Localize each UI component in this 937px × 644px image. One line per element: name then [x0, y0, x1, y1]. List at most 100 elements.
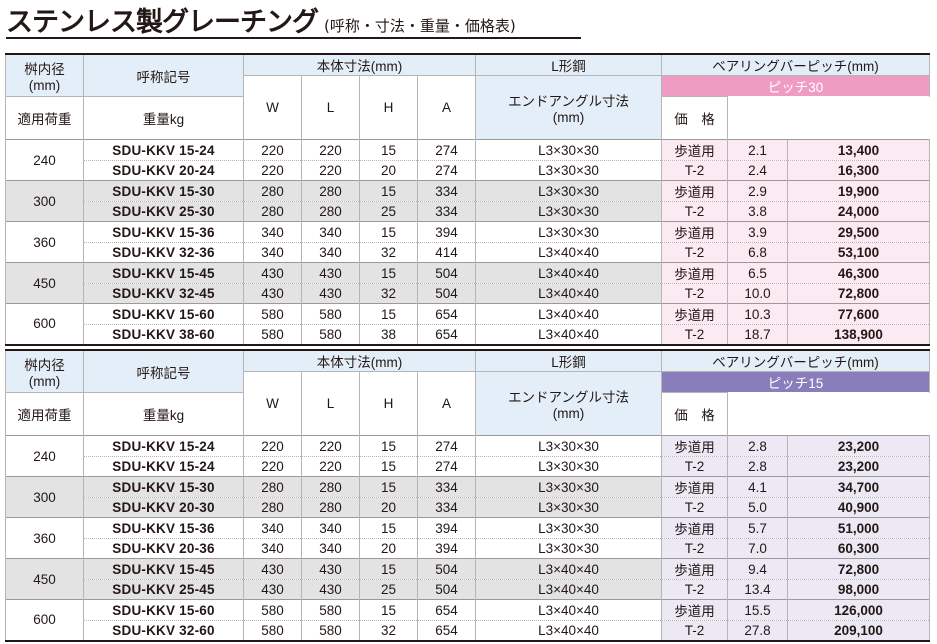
table-row: SDU-KKV 20-36 340 340 20 394 L3×30×30 T-2 7.0 60… — [6, 538, 931, 559]
weight-cell: 27.8 — [727, 620, 789, 641]
weight-cell: 6.8 — [727, 242, 789, 263]
a-cell: 414 — [416, 242, 477, 263]
price-cell: 24,000 — [787, 201, 931, 222]
pit-diameter-cell: 360 — [5, 517, 84, 559]
a-cell: 394 — [416, 221, 477, 243]
code-cell: SDU-KKV 15-60 — [83, 303, 244, 325]
pit-diameter-cell: 300 — [5, 476, 84, 518]
code-cell: SDU-KKV 20-36 — [83, 538, 244, 559]
code-cell: SDU-KKV 20-30 — [83, 497, 244, 518]
load-cell: 歩道用 — [661, 476, 729, 498]
page-title: ステンレス製グレーチング (呼称・寸法・重量・価格表) — [6, 0, 516, 38]
h-cell: 15 — [359, 303, 418, 325]
a-cell: 504 — [416, 558, 477, 580]
price-cell: 34,700 — [787, 476, 931, 498]
code-cell: SDU-KKV 32-36 — [83, 242, 244, 263]
h-cell: 15 — [359, 262, 418, 284]
price-cell: 126,000 — [787, 599, 931, 621]
spec-table-pitch30: 桝内径 (mm) 呼称記号 本体寸法(mm) L形鋼 ベアリングバーピッチ(mm) W L H… — [5, 53, 931, 346]
angle-cell: L3×40×40 — [475, 283, 663, 304]
header-a: A — [416, 371, 477, 436]
weight-cell: 2.8 — [727, 435, 789, 457]
price-cell: 209,100 — [787, 620, 931, 641]
weight-cell: 2.9 — [727, 180, 789, 202]
weight-cell: 6.5 — [727, 262, 789, 284]
code-cell: SDU-KKV 15-36 — [83, 221, 244, 243]
pitch-label: ピッチ15 — [661, 371, 931, 393]
angle-cell: L3×30×30 — [475, 435, 663, 457]
l-cell: 280 — [301, 497, 360, 518]
load-cell: 歩道用 — [661, 180, 729, 202]
header-angle: L形鋼 — [475, 350, 663, 372]
w-cell: 280 — [243, 476, 302, 498]
l-cell: 280 — [301, 201, 360, 222]
table-row: 360 SDU-KKV 15-36 340 340 15 394 L3×30×30 歩道用 3.… — [5, 221, 931, 263]
a-cell: 394 — [416, 517, 477, 539]
a-cell: 334 — [416, 180, 477, 202]
w-cell: 340 — [243, 517, 302, 539]
code-cell: SDU-KKV 38-60 — [83, 324, 244, 345]
a-cell: 654 — [416, 324, 477, 345]
l-cell: 430 — [301, 558, 360, 580]
weight-cell: 18.7 — [727, 324, 789, 345]
l-cell: 340 — [301, 242, 360, 263]
table-row: SDU-KKV 32-60 580 580 32 654 L3×40×40 T-2 27.8 2… — [6, 620, 931, 641]
l-cell: 580 — [301, 620, 360, 641]
angle-cell: L3×30×30 — [475, 180, 663, 202]
l-cell: 220 — [301, 435, 360, 457]
table-row: 600 SDU-KKV 15-60 580 580 15 654 L3×40×40 歩道用 10… — [5, 303, 931, 345]
a-cell: 334 — [416, 497, 477, 518]
a-cell: 274 — [416, 435, 477, 457]
h-cell: 32 — [359, 283, 418, 304]
price-cell: 72,800 — [787, 558, 931, 580]
load-cell: 歩道用 — [661, 599, 729, 621]
pitch-label: ピッチ30 — [661, 75, 931, 97]
table-row: SDU-KKV 20-24 220 220 20 274 L3×30×30 T-2 2.4 16… — [6, 160, 931, 181]
header-price: 価 格 — [661, 392, 729, 436]
angle-cell: L3×30×30 — [475, 139, 663, 161]
angle-cell: L3×30×30 — [475, 456, 663, 477]
code-cell: SDU-KKV 15-30 — [83, 180, 244, 202]
header-load: 適用荷重 — [5, 392, 84, 436]
angle-cell: L3×30×30 — [475, 221, 663, 243]
load-cell: T-2 — [661, 201, 729, 222]
title-sub: (呼称・寸法・重量・価格表) — [324, 17, 516, 35]
w-cell: 580 — [243, 599, 302, 621]
w-cell: 280 — [243, 180, 302, 202]
header-pit-diameter: 桝内径 (mm) — [5, 350, 84, 393]
a-cell: 654 — [416, 599, 477, 621]
h-cell: 25 — [359, 201, 418, 222]
header-w: W — [243, 75, 302, 140]
w-cell: 280 — [243, 201, 302, 222]
pit-diameter-cell: 600 — [5, 599, 84, 641]
h-cell: 15 — [359, 221, 418, 243]
pit-diameter-cell: 450 — [5, 558, 84, 600]
w-cell: 430 — [243, 283, 302, 304]
w-cell: 580 — [243, 620, 302, 641]
angle-cell: L3×40×40 — [475, 262, 663, 284]
header-l: L — [301, 371, 360, 436]
pit-diameter-cell: 240 — [5, 435, 84, 477]
weight-cell: 2.4 — [727, 160, 789, 181]
h-cell: 20 — [359, 538, 418, 559]
code-cell: SDU-KKV 15-60 — [83, 599, 244, 621]
load-cell: T-2 — [661, 579, 729, 600]
w-cell: 430 — [243, 579, 302, 600]
l-cell: 580 — [301, 324, 360, 345]
load-cell: T-2 — [661, 242, 729, 263]
a-cell: 504 — [416, 283, 477, 304]
price-cell: 23,200 — [787, 456, 931, 477]
header-angle-size: エンドアングル寸法 (mm) — [475, 75, 663, 140]
l-cell: 280 — [301, 476, 360, 498]
angle-cell: L3×40×40 — [475, 242, 663, 263]
a-cell: 274 — [416, 456, 477, 477]
load-cell: T-2 — [661, 538, 729, 559]
header-w: W — [243, 371, 302, 436]
header-pit-diameter: 桝内径 (mm) — [5, 54, 84, 97]
weight-cell: 7.0 — [727, 538, 789, 559]
h-cell: 15 — [359, 139, 418, 161]
price-cell: 53,100 — [787, 242, 931, 263]
table-row: SDU-KKV 32-45 430 430 32 504 L3×40×40 T-2 10.0 7… — [6, 283, 931, 304]
load-cell: 歩道用 — [661, 262, 729, 284]
angle-cell: L3×30×30 — [475, 538, 663, 559]
